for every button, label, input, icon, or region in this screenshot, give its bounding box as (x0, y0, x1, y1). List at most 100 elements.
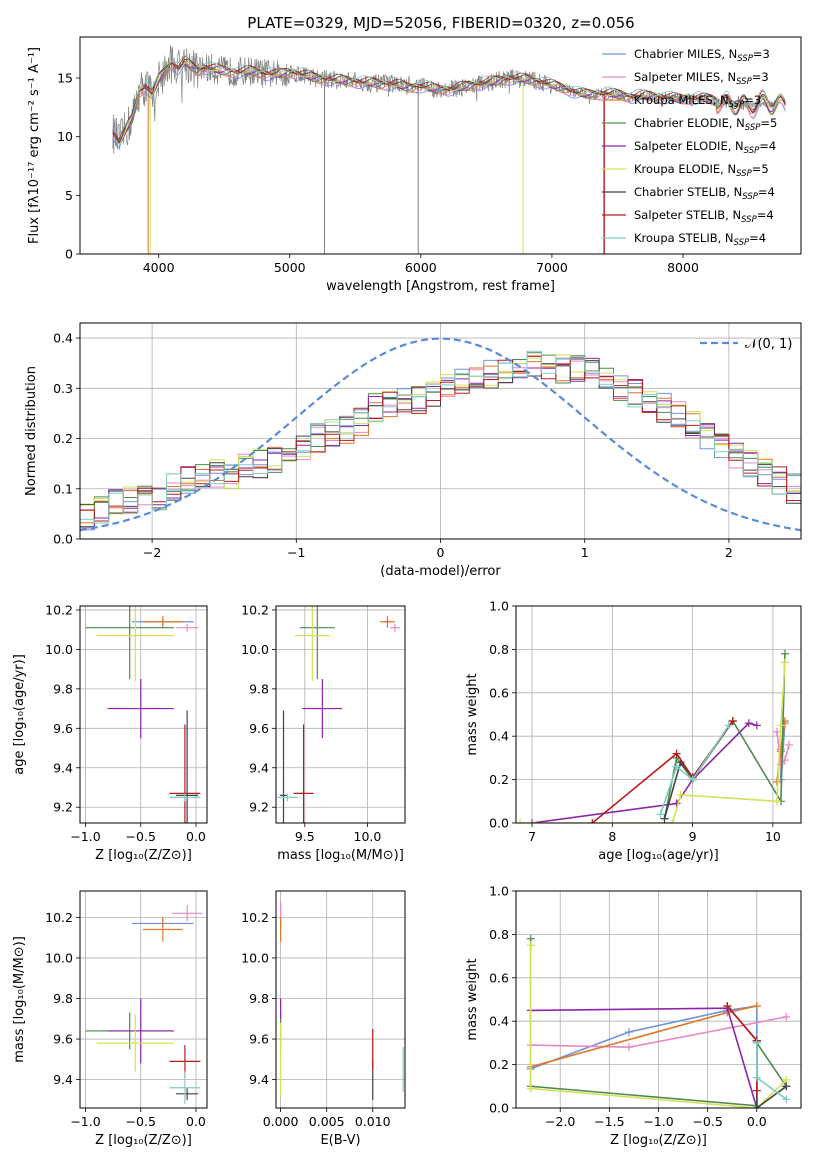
y-tick-label: 9.6 (53, 721, 73, 736)
legend-label: Salpeter ELODIE, NSSP=4 (634, 139, 776, 156)
y-tick-label: 0.0 (489, 1101, 509, 1116)
x-tick-label: 7000 (536, 260, 568, 275)
axes-frame (275, 890, 406, 1109)
legend-label-sub: SSP (734, 238, 750, 248)
y-tick-label: 9.4 (53, 760, 73, 775)
legend-label-suffix: =4 (759, 139, 776, 153)
x-tick-label: −1.0 (70, 1114, 100, 1129)
x-tick-label: −0.5 (692, 1114, 722, 1129)
weight-line (529, 945, 787, 1108)
legend-label-sub: SSP (741, 215, 757, 225)
legend-label: Chabrier MILES, NSSP=3 (634, 47, 770, 64)
legend-label: Kroupa ELODIE, NSSP=5 (634, 162, 769, 179)
legend-label-sub: SSP (736, 77, 752, 87)
x-tick-label: 8000 (667, 260, 699, 275)
x-tick-label: −0.5 (126, 1114, 156, 1129)
weight-line (726, 1005, 758, 1091)
y-tick-label: 9.8 (53, 991, 73, 1006)
legend-label: Chabrier ELODIE, NSSP=5 (634, 116, 777, 133)
x-axis-label: age [log₁₀(age/yr)] (598, 848, 719, 863)
y-tick-label: 0.0 (489, 816, 509, 831)
y-tick-label: 0.2 (489, 772, 509, 787)
legend-label-suffix: =4 (749, 231, 766, 245)
model-fit-line (112, 59, 786, 145)
axes-frame (515, 605, 802, 824)
y-axis-label: mass weight (465, 958, 480, 1040)
plot-area (112, 45, 786, 254)
y-tick-label: 0.2 (53, 431, 73, 446)
x-tick-label: 0.0 (747, 1114, 767, 1129)
weight-line (530, 1005, 757, 1068)
x-tick-label: 0.000 (263, 1114, 299, 1129)
plot-area (80, 606, 207, 823)
axes-frame (79, 605, 208, 824)
x-tick-label: 1 (581, 545, 589, 560)
y-tick-label: 9.4 (249, 760, 269, 775)
y-tick-label: 9.8 (249, 991, 269, 1006)
legend-label: 𝒩(0, 1) (745, 337, 792, 352)
panel-mass-vs-EBV: 0.000 0.005 0.010 9.4 9.6 9.8 10.0 10.2 E(B-V) (241, 890, 406, 1148)
x-tick-label: 9 (689, 829, 697, 844)
legend-label-main: Salpeter STELIB, N (634, 208, 741, 222)
y-tick-label: 9.6 (249, 721, 269, 736)
legend-label-sub: SSP (729, 100, 745, 110)
legend-label: Kroupa STELIB, NSSP=4 (634, 231, 766, 248)
y-tick-label: 0.1 (53, 481, 73, 496)
legend-label-main: Chabrier ELODIE, N (634, 116, 745, 130)
x-tick-label: 4000 (143, 260, 175, 275)
legend-label-sub: SSP (742, 192, 758, 202)
legend-label-suffix: =4 (758, 185, 775, 199)
y-tick-label: 10.2 (241, 602, 269, 617)
x-tick-label: 0.0 (186, 829, 206, 844)
legend-label-sub: SSP (744, 146, 760, 156)
y-tick-label: 15 (57, 71, 73, 86)
x-tick-label: −2.0 (545, 1114, 575, 1129)
model-fit-line (112, 54, 786, 137)
y-tick-label: 10.0 (241, 950, 269, 965)
y-tick-label: 0.6 (489, 970, 509, 985)
y-tick-label: 5 (65, 188, 73, 203)
x-axis-label: Z [log₁₀(Z/Z⊙)] (610, 1133, 707, 1148)
x-axis-label: wavelength [Angstrom, rest frame] (326, 279, 555, 294)
legend-label: Kroupa MILES, NSSP=3 (634, 93, 761, 110)
panel-weight-vs-age: 7 8 9 10 0.0 0.2 0.4 0.6 0.8 1.0 age [log₁₀(age/yr… (465, 599, 802, 863)
weight-line (531, 722, 758, 823)
legend-label-sub: SSP (737, 54, 753, 64)
x-tick-label: 7 (528, 829, 536, 844)
legend-label-suffix: =3 (744, 93, 761, 107)
legend-label-main: Kroupa ELODIE, N (634, 162, 736, 176)
legend-label-main: Kroupa MILES, N (634, 93, 729, 107)
x-tick-label: −1 (287, 545, 305, 560)
y-tick-label: 0.4 (489, 1014, 509, 1029)
axes-frame (79, 36, 802, 255)
x-tick-label: −2 (143, 545, 161, 560)
axes-frame (275, 605, 406, 824)
y-axis-label: mass [log₁₀(M/M⊙)] (12, 936, 27, 1063)
weight-line (520, 662, 786, 823)
legend-label-main: Salpeter MILES, N (634, 70, 736, 84)
y-axis-label: mass weight (465, 673, 480, 755)
legend-label-main: Chabrier MILES, N (634, 47, 737, 61)
panel-weight-vs-Z: −2.0 −1.5 −1.0 −0.5 0.0 0.0 0.2 0.4 0.6 0.8 1.0 Z [… (465, 884, 802, 1148)
x-tick-label: 2 (725, 545, 733, 560)
axes-frame (515, 890, 802, 1109)
legend-label: Salpeter STELIB, NSSP=4 (634, 208, 774, 225)
legend-label-main: Salpeter ELODIE, N (634, 139, 744, 153)
y-tick-label: 0.6 (489, 685, 509, 700)
y-tick-label: 10.2 (45, 910, 73, 925)
model-fit-line (112, 58, 786, 144)
legend-label-suffix: =4 (757, 208, 774, 222)
plot-area (80, 323, 801, 539)
x-tick-label: 6000 (405, 260, 437, 275)
y-tick-label: 10.0 (45, 642, 73, 657)
y-tick-label: 0.4 (53, 331, 73, 346)
weight-line (659, 724, 730, 815)
y-tick-label: 9.2 (53, 800, 73, 815)
y-tick-label: 9.6 (249, 1032, 269, 1047)
weight-line (756, 1042, 787, 1100)
y-tick-label: 0.8 (489, 927, 509, 942)
y-tick-label: 1.0 (489, 599, 509, 614)
y-tick-label: 9.8 (249, 681, 269, 696)
y-tick-label: 9.6 (53, 1032, 73, 1047)
y-tick-label: 0.3 (53, 381, 73, 396)
